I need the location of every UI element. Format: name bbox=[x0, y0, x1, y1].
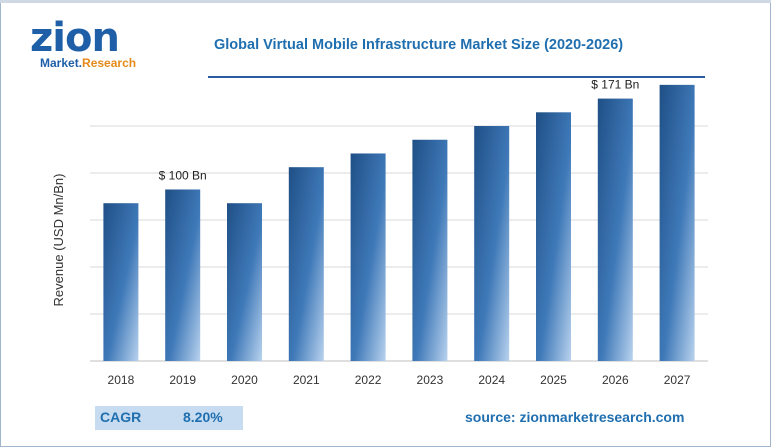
bar-2020 bbox=[227, 203, 262, 361]
cagr-label: CAGR bbox=[100, 409, 142, 425]
bar-2027 bbox=[659, 84, 695, 362]
x-tick-label: 2018 bbox=[108, 373, 135, 387]
bar-chart: 2018 2019 $ 100 Bn 2020 2021 2022 2023 2024 2025… bbox=[51, 78, 708, 387]
x-tick-label: 2027 bbox=[664, 373, 691, 387]
logo-sub-market: Market. bbox=[40, 56, 83, 70]
bar-2021 bbox=[288, 167, 324, 361]
bar-2019 bbox=[165, 189, 201, 361]
source-text: source: zionmarketresearch.com bbox=[465, 409, 685, 425]
title-underline bbox=[208, 76, 705, 78]
top-border bbox=[0, 0, 771, 3]
logo-wordmark: zion bbox=[30, 15, 120, 61]
x-tick-label: 2024 bbox=[478, 373, 505, 387]
cagr-value: 8.20% bbox=[183, 409, 223, 425]
x-tick-label: 2020 bbox=[231, 373, 258, 387]
x-tick-label: 2026 bbox=[602, 373, 629, 387]
cagr-box bbox=[95, 406, 243, 430]
y-axis-label: Revenue (USD Mn/Bn) bbox=[51, 174, 66, 307]
chart-title: Global Virtual Mobile Infrastructure Mar… bbox=[214, 37, 624, 53]
bar-2023 bbox=[412, 139, 448, 361]
x-tick-label: 2022 bbox=[355, 373, 382, 387]
data-label-2026: $ 171 Bn bbox=[591, 78, 639, 92]
x-tick-label: 2025 bbox=[540, 373, 567, 387]
x-tick-label: 2023 bbox=[417, 373, 444, 387]
bar-2026 bbox=[597, 98, 633, 361]
bar-2025 bbox=[536, 112, 571, 361]
logo-sub-research: Research bbox=[82, 56, 137, 70]
x-tick-label: 2021 bbox=[293, 373, 320, 387]
zion-logo: zion Market.Research bbox=[30, 18, 150, 73]
x-tick-label: 2019 bbox=[169, 373, 196, 387]
bar-2024 bbox=[474, 126, 510, 362]
logo-subtitle: Market.Research bbox=[40, 56, 136, 70]
bar-2018 bbox=[103, 203, 139, 361]
data-label-2019: $ 100 Bn bbox=[159, 168, 207, 182]
bar-2022 bbox=[350, 153, 386, 361]
